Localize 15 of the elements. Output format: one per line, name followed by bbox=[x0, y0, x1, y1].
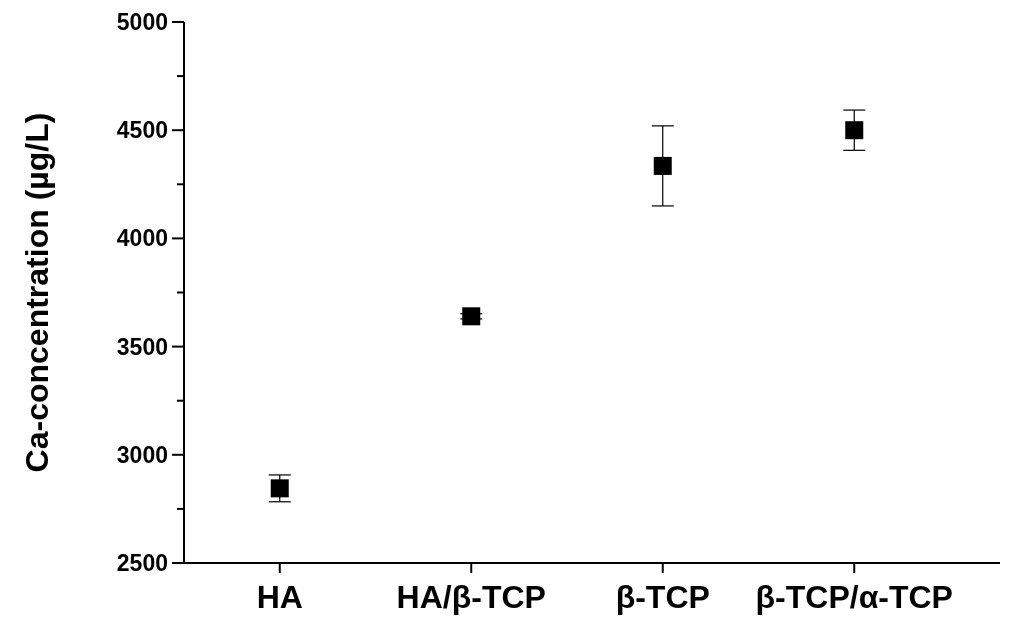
x-tick-label: β-TCP/α-TCP bbox=[755, 579, 953, 615]
x-tick-label: HA/β-TCP bbox=[396, 579, 546, 615]
y-tick-label: 2500 bbox=[116, 550, 168, 577]
point bbox=[845, 121, 864, 140]
x-tick-label: HA bbox=[256, 579, 303, 615]
x-tick-label: β-TCP bbox=[615, 579, 710, 615]
y-axis-title: Ca-concentration (µg/L) bbox=[19, 112, 55, 473]
y-tick-label: 3500 bbox=[116, 333, 168, 360]
y-tick-label: 4500 bbox=[116, 117, 168, 144]
y-tick-label: 4000 bbox=[116, 225, 168, 252]
point bbox=[270, 479, 289, 498]
point bbox=[462, 307, 481, 326]
point bbox=[653, 156, 672, 175]
y-tick-label: 5000 bbox=[116, 9, 168, 36]
y-tick-label: 3000 bbox=[116, 441, 168, 468]
